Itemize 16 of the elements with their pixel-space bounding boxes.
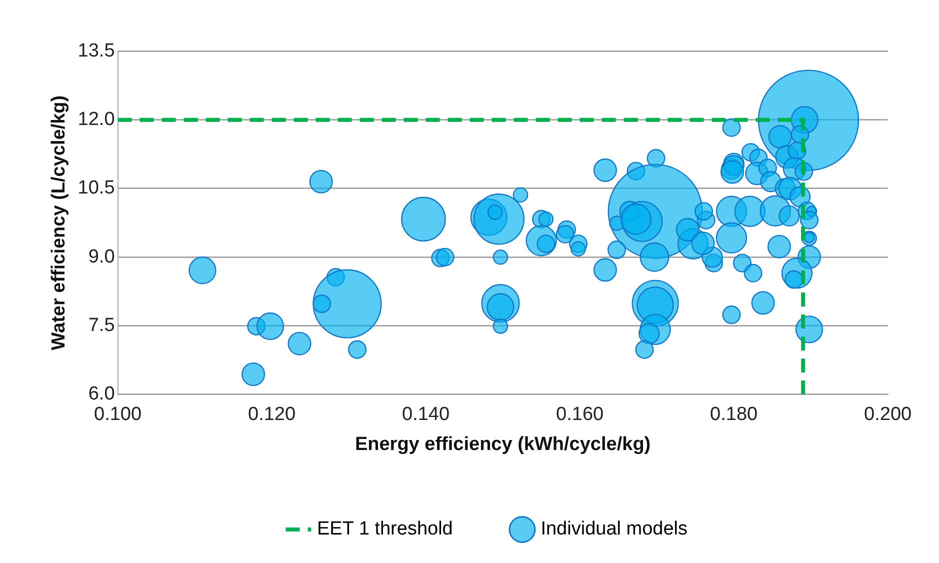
x-tick-label: 0.120 (248, 404, 296, 426)
y-tick-label: 6.0 (88, 384, 115, 405)
y-tick-label: 7.5 (88, 314, 115, 336)
x-tick-label: 0.160 (556, 404, 604, 426)
y-tick-label: 12.0 (78, 109, 115, 130)
x-axis-title: Energy efficiency (kWh/cycle/kg) (354, 434, 651, 455)
x-tick-label: 0.180 (710, 404, 758, 426)
y-tick-label: 13.5 (78, 40, 115, 62)
legend-label: EET 1 threshold (316, 518, 453, 540)
y-tick-label: 10.5 (78, 178, 115, 199)
x-tick-label: 0.200 (864, 404, 912, 426)
y-tick-label: 9.0 (88, 246, 115, 268)
legend-label: Individual models (540, 518, 688, 540)
y-axis-title: Water efficiency (L/cycle/kg) (48, 95, 70, 350)
x-tick-label: 0.140 (402, 404, 450, 426)
x-tick-label: 0.100 (94, 404, 142, 426)
